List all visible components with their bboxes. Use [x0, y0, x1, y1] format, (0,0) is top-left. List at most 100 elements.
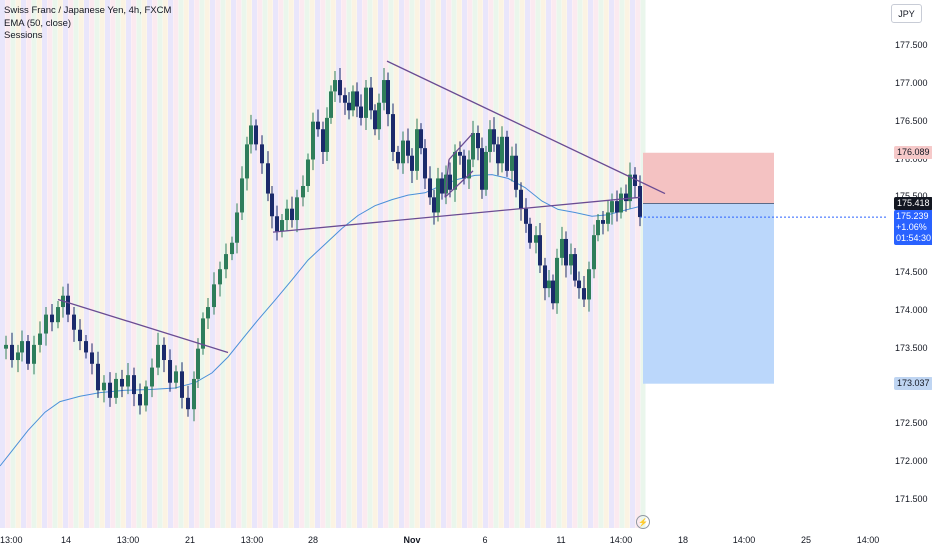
session-band — [315, 0, 320, 528]
candle-body — [524, 208, 528, 224]
trendline — [444, 170, 474, 198]
price-tick-label: 175.500 — [895, 191, 928, 201]
symbol-title[interactable]: Swiss Franc / Japanese Yen, 4h, FXCM — [4, 5, 172, 16]
candle-body — [192, 378, 196, 410]
candle-body — [66, 295, 70, 315]
candle-body — [120, 378, 124, 387]
candle-body — [355, 91, 359, 107]
candle-body — [235, 212, 239, 243]
session-band — [89, 0, 95, 528]
session-band — [430, 0, 436, 528]
session-band — [351, 0, 357, 528]
candle-body — [624, 193, 628, 202]
candle-body — [582, 288, 586, 300]
session-band — [15, 0, 21, 528]
session-band — [183, 0, 189, 528]
candle-body — [560, 238, 564, 258]
session-band — [141, 0, 147, 528]
trendline — [57, 298, 229, 354]
time-tick-label: 18 — [677, 535, 689, 545]
candle-body — [510, 155, 514, 171]
candle-body — [108, 382, 112, 398]
candle-body — [364, 87, 368, 118]
candle-body — [484, 151, 488, 190]
candle-body — [249, 125, 253, 145]
price-tick-label: 174.500 — [895, 267, 928, 277]
candle-body — [505, 136, 509, 171]
session-band — [309, 0, 315, 528]
candle-body — [480, 148, 484, 190]
candle-body — [174, 371, 178, 383]
candle-body — [72, 314, 76, 330]
candle-body — [90, 352, 94, 364]
trendline — [386, 60, 666, 195]
candle-body — [555, 257, 559, 304]
candle-body — [224, 254, 228, 270]
candle-body — [218, 269, 222, 285]
target-zone — [643, 203, 774, 384]
session-band — [630, 0, 635, 528]
time-tick-label: Nov — [403, 535, 421, 545]
candle-body — [428, 178, 432, 198]
time-tick-label: 28 — [307, 535, 319, 545]
session-band — [409, 0, 415, 528]
candle-body — [347, 102, 351, 111]
candle-body — [615, 201, 619, 213]
last-price-badge: 175.239 +1.06% 01:54:30 — [894, 210, 932, 245]
session-band — [136, 0, 142, 528]
candle-body — [254, 125, 258, 145]
candle-body — [126, 375, 130, 387]
time-tick-label: 25 — [800, 535, 812, 545]
session-band — [162, 0, 168, 528]
candle-body — [311, 121, 315, 160]
ema-indicator-label[interactable]: EMA (50, close) — [4, 17, 72, 29]
session-band — [210, 0, 215, 528]
candle-body — [528, 223, 532, 243]
candle-body — [382, 80, 386, 103]
session-band — [31, 0, 37, 528]
session-band — [467, 0, 473, 528]
candle-body — [606, 212, 610, 224]
candle-body — [377, 102, 381, 130]
session-band — [257, 0, 263, 528]
sessions-indicator-label[interactable]: Sessions — [4, 30, 43, 41]
candle-body — [519, 189, 523, 209]
time-tick-label: 13:00 — [240, 535, 264, 545]
session-band — [273, 0, 278, 528]
currency-button[interactable]: JPY — [891, 4, 922, 23]
session-band — [462, 0, 467, 528]
session-band — [278, 0, 284, 528]
candle-body — [275, 216, 279, 232]
candle-body — [458, 151, 462, 156]
candle-body — [492, 129, 496, 145]
session-band — [325, 0, 331, 528]
price-tick-label: 177.500 — [895, 40, 928, 50]
price-tick-label: 176.500 — [895, 115, 928, 126]
price-tick-label: 173.500 — [895, 342, 928, 353]
session-band — [241, 0, 247, 528]
candle-body — [619, 193, 623, 213]
session-band — [519, 0, 525, 528]
candle-body — [144, 386, 148, 406]
session-band — [204, 0, 210, 528]
candle-body — [415, 129, 419, 171]
candle-body — [301, 185, 305, 198]
session-band — [283, 0, 289, 528]
candle-body — [343, 95, 347, 103]
session-band — [5, 0, 11, 528]
candle-body — [20, 341, 24, 353]
session-band — [399, 0, 404, 528]
session-band — [425, 0, 431, 528]
candle-body — [260, 144, 264, 164]
session-band — [635, 0, 641, 528]
session-band — [10, 0, 16, 528]
session-band — [336, 0, 341, 528]
lightning-icon[interactable]: ⚡ — [636, 515, 650, 529]
session-band — [551, 0, 557, 528]
session-band — [84, 0, 89, 528]
session-band — [341, 0, 347, 528]
session-band — [446, 0, 452, 528]
session-band — [483, 0, 488, 528]
